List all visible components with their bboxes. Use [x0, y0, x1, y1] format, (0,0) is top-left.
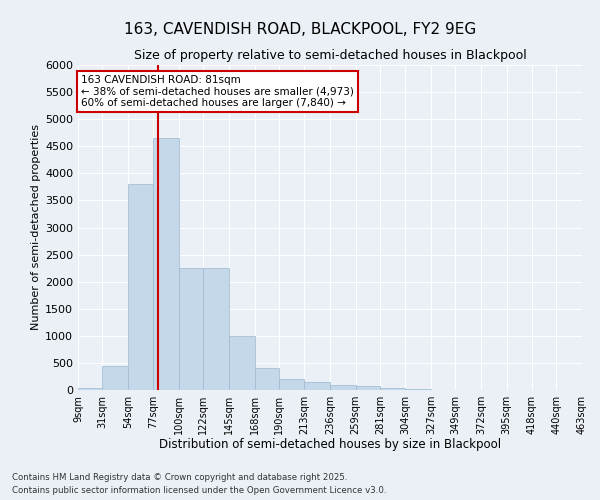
Text: 163, CAVENDISH ROAD, BLACKPOOL, FY2 9EG: 163, CAVENDISH ROAD, BLACKPOOL, FY2 9EG: [124, 22, 476, 38]
Bar: [304, 382, 330, 390]
X-axis label: Distribution of semi-detached houses by size in Blackpool: Distribution of semi-detached houses by …: [159, 438, 501, 452]
Bar: [330, 384, 356, 390]
Bar: [179, 268, 203, 390]
Bar: [254, 368, 279, 390]
Bar: [154, 138, 179, 390]
Bar: [103, 366, 128, 390]
Y-axis label: Number of semi-detached properties: Number of semi-detached properties: [31, 124, 41, 330]
Bar: [279, 379, 304, 390]
Bar: [128, 184, 154, 390]
Bar: [356, 386, 380, 390]
Bar: [203, 268, 229, 390]
Text: Contains HM Land Registry data © Crown copyright and database right 2025.
Contai: Contains HM Land Registry data © Crown c…: [12, 474, 386, 495]
Title: Size of property relative to semi-detached houses in Blackpool: Size of property relative to semi-detach…: [134, 50, 526, 62]
Bar: [229, 336, 254, 390]
Text: 163 CAVENDISH ROAD: 81sqm
← 38% of semi-detached houses are smaller (4,973)
60% : 163 CAVENDISH ROAD: 81sqm ← 38% of semi-…: [82, 75, 354, 108]
Bar: [78, 388, 103, 390]
Bar: [380, 388, 406, 390]
